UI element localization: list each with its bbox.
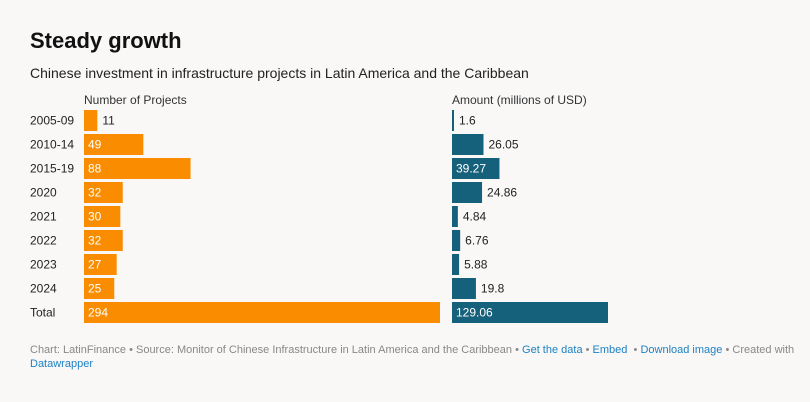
bar <box>452 158 500 179</box>
bar-chart: 2005-09 2010-14 2015-19 2020 2021 2022 2023 202… <box>30 110 608 323</box>
data-label: 294 <box>88 306 108 320</box>
bar <box>84 158 191 179</box>
projects-column-header: Number of Projects <box>84 93 187 107</box>
category-label: 2005-09 <box>30 114 74 128</box>
bar <box>452 302 608 323</box>
data-label: 30 <box>88 210 102 224</box>
embed-link[interactable]: Embed <box>592 344 628 356</box>
category-label: 2020 <box>30 186 57 200</box>
datawrapper-link[interactable]: Datawrapper <box>30 358 93 370</box>
separator: • <box>129 344 133 356</box>
amount-column-header: Amount (millions of USD) <box>452 93 587 107</box>
category-label: Total <box>30 306 55 320</box>
bar <box>452 230 461 251</box>
get-data-link[interactable]: Get the data <box>522 344 583 356</box>
bar <box>84 182 123 203</box>
separator: • <box>585 344 590 356</box>
data-label: 24.86 <box>487 186 517 200</box>
footer: Chart: LatinFinance • Source: Monitor of… <box>30 343 800 371</box>
download-image-link[interactable]: Download image <box>640 344 723 356</box>
data-label: 25 <box>88 282 102 296</box>
data-label: 49 <box>88 138 102 152</box>
bar <box>452 110 454 131</box>
data-label: 39.27 <box>456 162 486 176</box>
bar <box>452 254 460 275</box>
data-label: 32 <box>88 186 102 200</box>
chart-title: Steady growth <box>30 28 182 53</box>
bar <box>452 182 483 203</box>
data-label: 11 <box>102 114 115 128</box>
data-label: 88 <box>88 162 102 176</box>
data-label: 5.88 <box>464 258 488 272</box>
data-label: 27 <box>88 258 102 272</box>
data-label: 1.6 <box>459 114 476 128</box>
chart-subtitle: Chinese investment in infrastructure pro… <box>30 65 529 81</box>
data-label: 32 <box>88 234 102 248</box>
bar <box>84 230 123 251</box>
category-label: 2023 <box>30 258 57 272</box>
data-label: 19.8 <box>481 282 505 296</box>
separator: • <box>633 344 638 356</box>
category-label: 2024 <box>30 282 57 296</box>
bar <box>84 110 98 131</box>
created-with: Created with <box>732 344 795 356</box>
source: Source: Monitor of Chinese Infrastructur… <box>135 344 513 356</box>
bar <box>84 134 144 155</box>
separator: • <box>515 344 519 356</box>
bar <box>84 278 115 299</box>
bar <box>84 302 440 323</box>
credit: Chart: LatinFinance <box>30 344 126 356</box>
category-label: 2010-14 <box>30 138 74 152</box>
bar <box>84 206 121 227</box>
category-label: 2022 <box>30 234 57 248</box>
bar <box>84 254 117 275</box>
bar <box>452 278 476 299</box>
data-label: 129.06 <box>456 306 493 320</box>
bar <box>452 134 484 155</box>
category-label: 2015-19 <box>30 162 74 176</box>
separator: • <box>725 344 730 356</box>
data-label: 26.05 <box>488 138 518 152</box>
data-label: 4.84 <box>463 210 487 224</box>
category-label: 2021 <box>30 210 57 224</box>
bar <box>452 206 458 227</box>
data-label: 6.76 <box>465 234 489 248</box>
